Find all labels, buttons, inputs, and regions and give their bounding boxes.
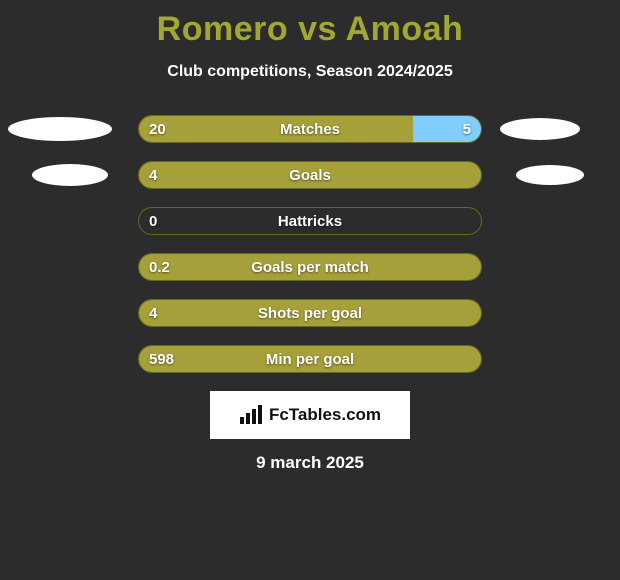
bar-left: [139, 116, 413, 142]
footer-date: 9 march 2025: [0, 453, 620, 473]
stat-row: 205Matches: [0, 115, 620, 143]
bar-right: [413, 116, 481, 142]
bar-track: 0.2Goals per match: [138, 253, 482, 281]
value-left: 0: [149, 208, 157, 235]
page-title: Romero vs Amoah: [0, 0, 620, 49]
player-badge-left: [32, 164, 108, 186]
bar-track: 0Hattricks: [138, 207, 482, 235]
player-badge-left: [8, 117, 112, 141]
bar-label: Hattricks: [139, 208, 481, 234]
bar-left: [139, 300, 481, 326]
bar-track: 205Matches: [138, 115, 482, 143]
logo-box: FcTables.com: [210, 391, 410, 439]
bar-track: 4Goals: [138, 161, 482, 189]
comparison-chart: 205Matches 4Goals 0Hattricks 0.2Goals per m…: [0, 115, 620, 373]
logo-text: FcTables.com: [269, 405, 381, 425]
bar-left: [139, 162, 481, 188]
page-subtitle: Club competitions, Season 2024/2025: [0, 63, 620, 81]
stat-row: 598Min per goal: [0, 345, 620, 373]
stat-row: 0Hattricks: [0, 207, 620, 235]
player-badge-right: [516, 165, 584, 185]
stat-row: 4Shots per goal: [0, 299, 620, 327]
player-badge-right: [500, 118, 580, 140]
bar-chart-icon: [239, 405, 263, 425]
bar-left: [139, 254, 481, 280]
bar-track: 598Min per goal: [138, 345, 482, 373]
stat-row: 4Goals: [0, 161, 620, 189]
stat-row: 0.2Goals per match: [0, 253, 620, 281]
bar-track: 4Shots per goal: [138, 299, 482, 327]
bar-left: [139, 346, 481, 372]
